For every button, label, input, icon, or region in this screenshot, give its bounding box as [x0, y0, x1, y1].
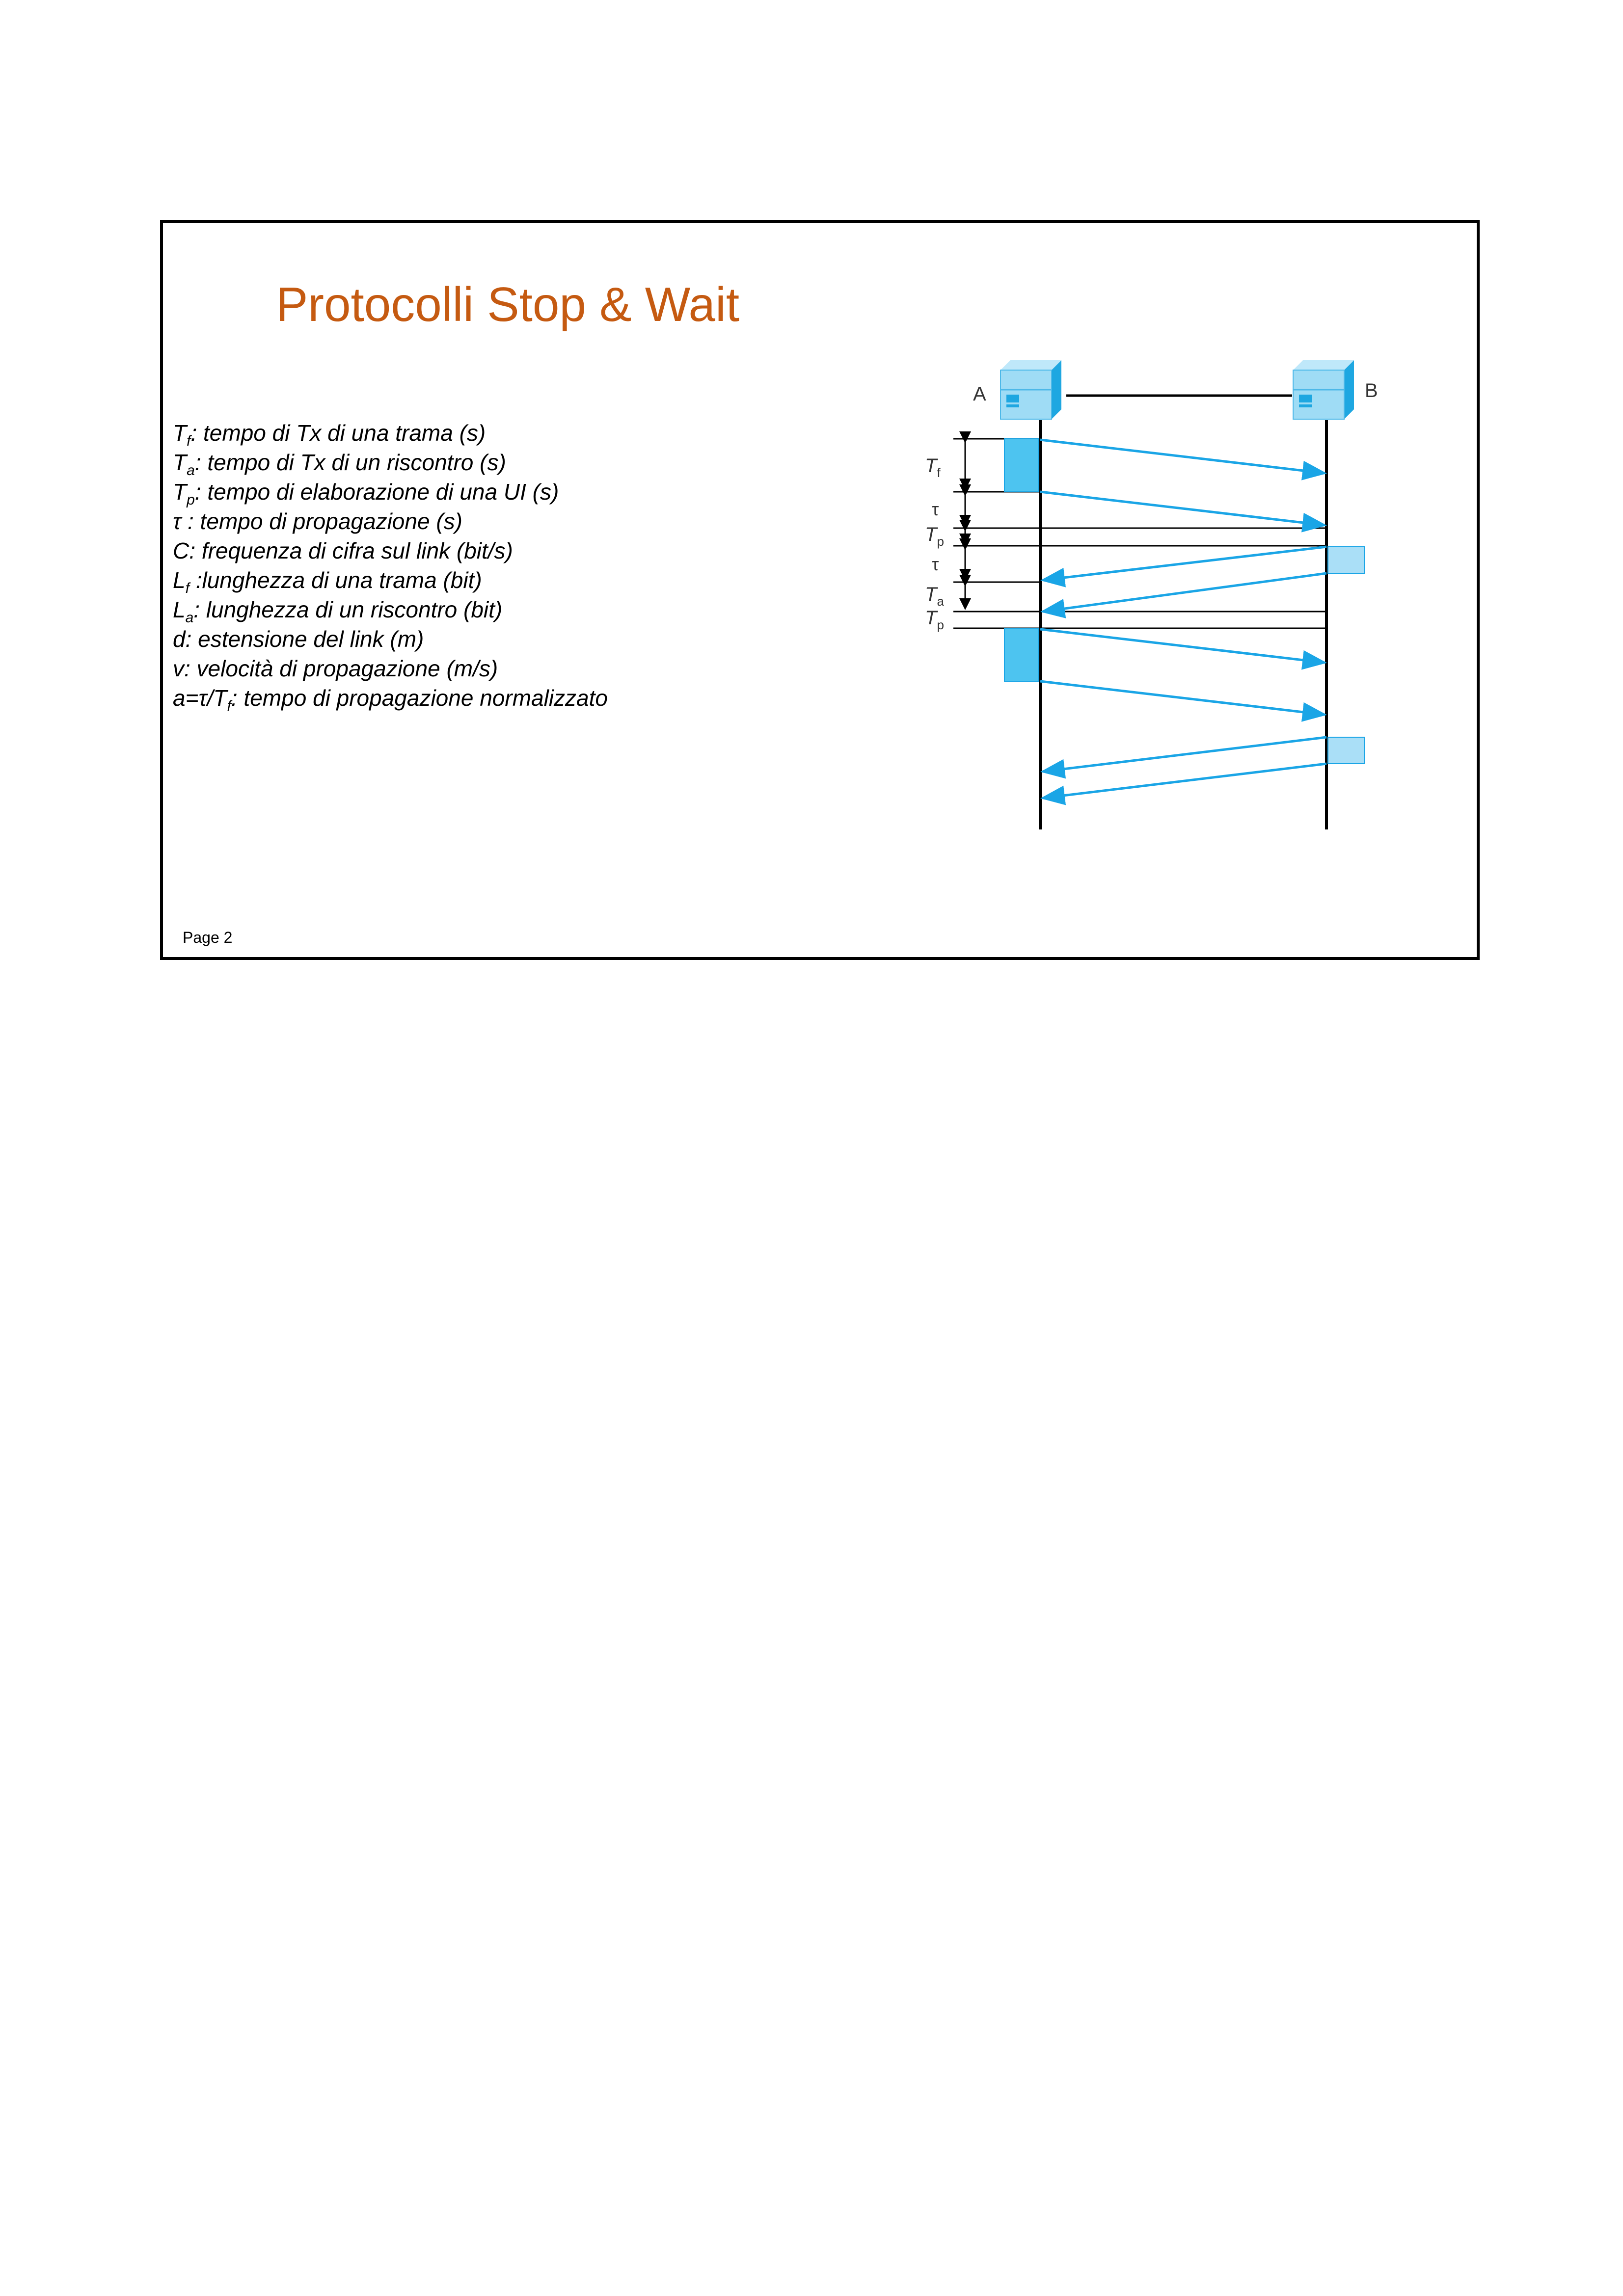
ack-arrow — [1040, 572, 1327, 618]
node-a-label: A — [973, 383, 986, 405]
definition-line: C: frequenza di cifra sul link (bit/s) — [173, 538, 513, 563]
label-tp-1: Tp — [925, 524, 944, 549]
definition-line: v: velocità di propagazione (m/s) — [173, 656, 498, 681]
label-tp-2: Tp — [925, 607, 944, 632]
label-tau-2: τ — [932, 554, 939, 574]
label-tf: Tf — [925, 455, 941, 480]
definition-line: Ta: tempo di Tx di un riscontro (s) — [173, 450, 506, 479]
node-b-label: B — [1365, 380, 1378, 401]
ack-block — [1327, 737, 1365, 764]
definition-line: Tp: tempo di elaborazione di una UI (s) — [173, 479, 559, 508]
frame-arrow — [1040, 490, 1327, 533]
frame-block — [1004, 438, 1039, 492]
frame-arrow — [1040, 438, 1327, 481]
frame-arrow — [1040, 680, 1327, 722]
definition-line: Tf: tempo di Tx di una trama (s) — [173, 420, 486, 450]
label-tau-1: τ — [932, 499, 939, 519]
frame-arrow — [1040, 628, 1327, 670]
computer-b-icon — [1293, 360, 1354, 420]
definitions-list: Tf: tempo di Tx di una trama (s) Ta: tem… — [173, 418, 608, 715]
frame-block — [1004, 628, 1039, 682]
computer-a-icon — [1000, 360, 1061, 420]
stop-and-wait-diagram: A B Tf τ Tp τ Ta Tp — [925, 360, 1378, 829]
ack-block — [1327, 546, 1365, 574]
definition-line: La: lunghezza di un riscontro (bit) — [173, 597, 503, 626]
page-number: Page 2 — [183, 929, 233, 946]
definition-line: a=τ/Tf: tempo di propagazione normalizza… — [173, 685, 608, 715]
definition-line: d: estensione del link (m) — [173, 626, 424, 652]
ack-arrow — [1040, 762, 1327, 805]
definition-line: Lf :lunghezza di una trama (bit) — [173, 567, 482, 597]
slide: Protocolli Stop & Wait Tf: tempo di Tx d… — [160, 220, 1480, 960]
definition-line: τ : tempo di propagazione (s) — [173, 508, 462, 534]
ack-arrow — [1040, 736, 1327, 779]
label-ta: Ta — [925, 584, 944, 609]
ack-arrow — [1040, 545, 1327, 587]
slide-title: Protocolli Stop & Wait — [276, 277, 740, 331]
